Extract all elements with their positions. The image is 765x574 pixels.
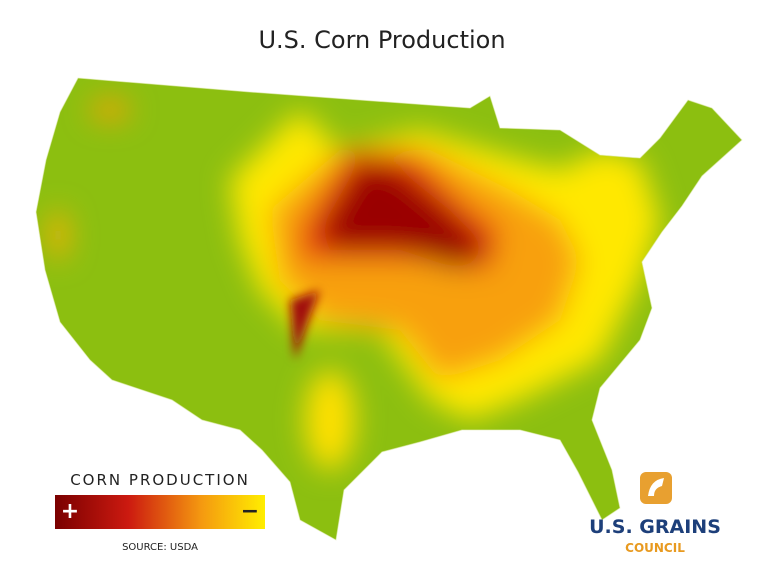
legend-title: CORN PRODUCTION — [70, 471, 250, 489]
heat-zones — [48, 100, 660, 470]
logo-mark — [648, 478, 664, 496]
logo-subtext: COUNCIL — [625, 541, 685, 555]
source: SOURCE: USDA — [122, 542, 198, 553]
legend-low: − — [241, 499, 259, 524]
legend-high: + — [61, 499, 79, 524]
logo-text: U.S. GRAINS — [589, 516, 721, 538]
title: U.S. Corn Production — [258, 26, 505, 54]
legend-bar — [55, 495, 265, 529]
